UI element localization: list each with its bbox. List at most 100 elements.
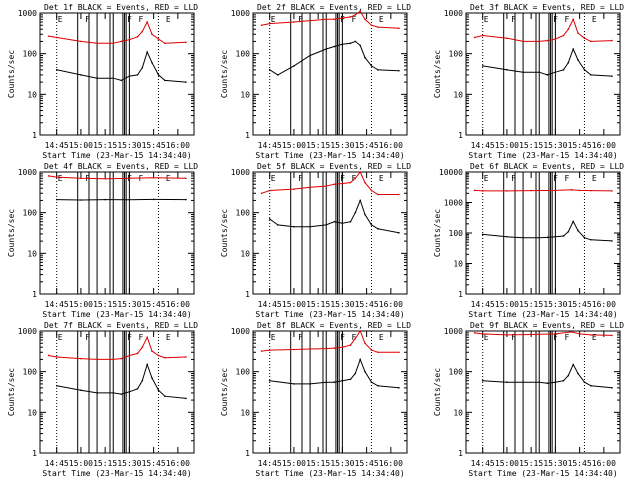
series-events-line: [269, 357, 399, 389]
data-point: [370, 24, 373, 27]
data-point: [146, 363, 148, 366]
x-tick-label: 14:45: [471, 459, 495, 468]
chart-title: Det 2f BLACK = Events, RED = LLD: [257, 3, 411, 12]
data-point: [333, 18, 336, 21]
time-marker-label: F: [351, 333, 356, 342]
series-lld-line: [474, 18, 612, 42]
data-point: [554, 381, 557, 384]
y-tick-label: 1: [32, 290, 37, 299]
time-marker-label: E: [379, 333, 384, 342]
data-point: [47, 35, 50, 37]
x-tick-label: 15:45: [142, 141, 166, 150]
data-point: [590, 40, 592, 43]
data-point: [473, 36, 476, 39]
data-point: [567, 374, 570, 377]
x-tick-label: 14:45: [45, 141, 69, 150]
time-marker-label: F: [138, 333, 143, 342]
data-point: [546, 74, 549, 76]
time-marker-label: E: [484, 333, 489, 342]
data-point: [55, 198, 58, 201]
data-point: [268, 349, 271, 351]
data-point: [333, 347, 336, 349]
data-point: [538, 236, 541, 239]
series-events-line: [56, 50, 186, 83]
data-point: [151, 61, 153, 64]
data-point: [128, 354, 131, 357]
y-tick-label: 1000: [18, 327, 37, 336]
y-axis-label: Counts/sec: [7, 368, 16, 416]
time-marker-label: F: [564, 333, 569, 342]
x-tick-label: 15:30: [543, 459, 567, 468]
data-point: [333, 220, 336, 223]
data-point: [157, 389, 160, 392]
data-point: [481, 379, 484, 382]
x-axis-label: Start Time (23-Mar-15 14:34:40): [42, 151, 191, 160]
x-tick-label: 15:30: [543, 300, 567, 309]
chart-panel: Det 4f BLACK = Events, RED = LLD 1 10 100 10…: [7, 162, 198, 319]
data-point: [364, 56, 366, 59]
y-tick-label: 1: [458, 131, 463, 140]
x-tick-label: 15:30: [117, 459, 141, 468]
data-point: [164, 79, 166, 82]
y-tick-label: 10: [27, 90, 37, 99]
data-point: [554, 189, 557, 192]
time-marker-label: E: [484, 174, 489, 183]
x-tick-label: 16:00: [166, 300, 190, 309]
data-point: [333, 381, 336, 384]
data-point: [567, 61, 570, 64]
data-point: [309, 186, 311, 189]
data-point: [333, 183, 336, 186]
chart-panel: Det 8f BLACK = Events, RED = LLD 1 10 100 10…: [220, 321, 411, 478]
data-point: [481, 65, 484, 67]
data-point: [364, 18, 366, 21]
chart-panel: Det 3f BLACK = Events, RED = LLD 1 10 100 10…: [433, 3, 624, 160]
data-point: [120, 357, 123, 360]
data-point: [506, 37, 508, 40]
x-tick-label: 15:00: [282, 300, 306, 309]
data-point: [341, 222, 344, 225]
data-point: [268, 218, 271, 220]
data-point: [578, 189, 581, 192]
data-point: [136, 352, 139, 355]
y-tick-label: 10: [453, 408, 463, 417]
data-point: [583, 69, 586, 71]
data-point: [141, 379, 144, 382]
data-point: [325, 347, 328, 350]
time-marker-label: F: [85, 333, 90, 342]
data-point: [325, 18, 328, 21]
y-axis-label: Counts/sec: [433, 209, 442, 257]
data-point: [554, 333, 557, 335]
time-marker-label: E: [166, 333, 171, 342]
data-point: [611, 39, 613, 42]
data-point: [583, 236, 586, 239]
data-point: [112, 77, 115, 79]
y-tick-label: 1000: [444, 327, 463, 336]
time-marker-label: F: [511, 174, 516, 183]
time-marker-label: F: [298, 15, 303, 24]
data-point: [611, 75, 613, 77]
x-tick-label: 15:00: [495, 459, 519, 468]
x-tick-label: 16:00: [592, 141, 616, 150]
data-point: [398, 231, 400, 234]
time-marker-label: F: [553, 174, 558, 183]
data-point: [128, 177, 131, 180]
data-point: [354, 337, 357, 340]
data-point: [473, 189, 476, 192]
time-marker-label: F: [340, 174, 345, 183]
data-point: [157, 74, 160, 76]
data-point: [293, 383, 295, 385]
y-tick-label: 1: [458, 449, 463, 458]
data-point: [152, 198, 155, 201]
x-tick-label: 14:45: [45, 300, 69, 309]
x-tick-label: 15:45: [355, 459, 379, 468]
data-point: [370, 65, 373, 67]
x-tick-label: 16:00: [379, 300, 403, 309]
data-point: [293, 225, 295, 228]
data-point: [590, 238, 592, 241]
x-axis-label: Start Time (23-Mar-15 14:34:40): [468, 310, 617, 319]
data-point: [577, 59, 579, 61]
chart-panel: Det 9f BLACK = Events, RED = LLD 1 10 100 10…: [433, 321, 624, 478]
data-point: [164, 42, 166, 45]
y-tick-label: 1000: [18, 9, 37, 18]
x-axis-label: Start Time (23-Mar-15 14:34:40): [468, 469, 617, 478]
